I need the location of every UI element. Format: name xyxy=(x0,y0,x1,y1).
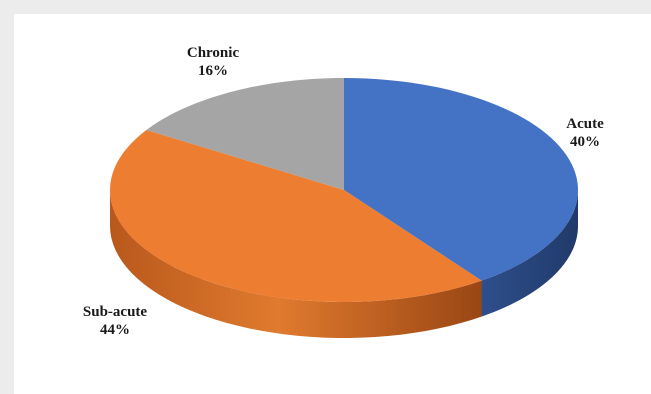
pie-side-sub-acute xyxy=(110,190,482,338)
data-label-sub-acute-value: 44% xyxy=(100,322,130,338)
data-label-chronic-name: Chronic xyxy=(187,45,240,61)
pie-slice-acute xyxy=(344,78,578,281)
pie-slice-chronic xyxy=(146,78,344,190)
pie-slice-sub-acute xyxy=(110,129,482,302)
data-label-chronic-value: 16% xyxy=(198,63,228,79)
data-label-acute-value: 40% xyxy=(570,134,600,150)
data-label-acute-name: Acute xyxy=(566,116,604,132)
pie-side-acute xyxy=(481,190,578,317)
data-label-sub-acute-name: Sub-acute xyxy=(83,304,148,320)
